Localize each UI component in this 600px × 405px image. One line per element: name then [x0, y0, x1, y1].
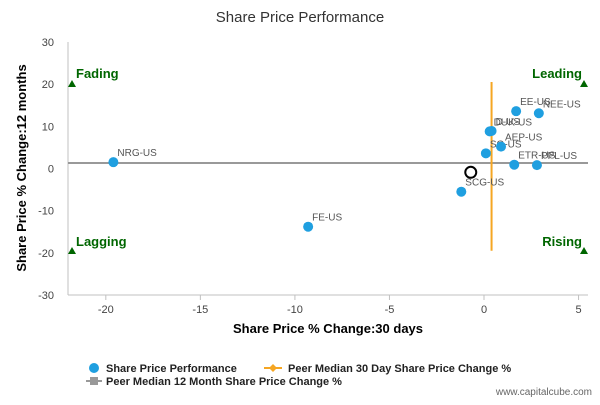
- quadrant-label-bottom-right: Rising: [542, 234, 582, 249]
- quadrant-label-top-right: Leading: [532, 66, 582, 81]
- y-axis-label-group: Share Price % Change:12 months: [14, 64, 29, 271]
- x-tick-label: -10: [287, 304, 303, 316]
- data-point: [496, 141, 507, 152]
- x-tick-label: -20: [98, 304, 114, 316]
- data-point-label: SCG-US: [465, 178, 504, 189]
- data-point: [108, 157, 119, 168]
- data-point: [509, 159, 520, 170]
- legend: Share Price Performance Peer Median 30 Da…: [86, 363, 511, 388]
- y-tick-label: -10: [38, 206, 54, 218]
- axes: [67, 42, 588, 296]
- data-point-label: D-US: [496, 117, 521, 128]
- data-point: [486, 125, 497, 136]
- quadrant-label-top-left: Fading: [76, 66, 119, 81]
- y-tick-label: 30: [42, 37, 54, 49]
- data-point: [533, 108, 544, 119]
- data-point: [511, 106, 522, 117]
- legend-label-12-month: Peer Median 12 Month Share Price Change …: [106, 376, 342, 388]
- data-point-label: EE-US: [520, 97, 551, 108]
- quadrant-marker-icon: [68, 247, 76, 254]
- chart-title: Share Price Performance: [216, 9, 384, 26]
- data-point-label: NRG-US: [117, 148, 157, 159]
- median-lines: [68, 82, 588, 251]
- y-axis-label: Share Price % Change:12 months: [14, 64, 29, 271]
- legend-label-30-day: Peer Median 30 Day Share Price Change %: [288, 363, 511, 375]
- y-tick-label: 20: [42, 79, 54, 91]
- y-tick-label: -20: [38, 248, 54, 260]
- legend-marker-performance: [89, 363, 99, 373]
- data-point: [303, 221, 314, 232]
- data-point-label: NEE-US: [543, 99, 581, 110]
- tick-labels: 30 20 10 0 -10 -20 -30 -20 -15 -10 -5 0 5: [38, 37, 582, 316]
- data-point-label: SO-US: [490, 139, 522, 150]
- x-tick-label: 5: [575, 304, 581, 316]
- data-points: NRG-US FE-US SCG-US SO-US DUK-US AEP-US D-US EE…: [108, 97, 581, 232]
- x-tick-label: -15: [192, 304, 208, 316]
- quadrant-labels: Fading Leading Lagging Rising: [68, 66, 588, 254]
- quadrant-label-bottom-left: Lagging: [76, 234, 127, 249]
- data-point-label: AEP-US: [505, 133, 543, 144]
- quadrant-marker-icon: [68, 80, 76, 87]
- legend-marker-12-month: [90, 377, 98, 385]
- x-axis-label: Share Price % Change:30 days: [233, 321, 423, 336]
- highlighted-company-point: [464, 165, 478, 179]
- quadrant-marker-icon: [580, 247, 588, 254]
- y-tick-label: 10: [42, 121, 54, 133]
- data-point-label: DUK-US: [494, 117, 533, 128]
- data-point-label: FE-US: [312, 213, 342, 224]
- y-tick-label: 0: [48, 164, 54, 176]
- legend-marker-30-day: [269, 364, 277, 372]
- source-credit: www.capitalcube.com: [495, 387, 592, 398]
- data-point-label: ETR-US: [518, 151, 556, 162]
- data-point: [480, 148, 491, 159]
- x-tick-label: -5: [385, 304, 395, 316]
- data-point: [456, 186, 467, 197]
- legend-label-performance: Share Price Performance: [106, 363, 237, 375]
- quadrant-marker-icon: [580, 80, 588, 87]
- x-tick-label: 0: [481, 304, 487, 316]
- data-point-label: PPL-US: [541, 151, 577, 162]
- y-tick-label: -30: [38, 290, 54, 302]
- data-point: [531, 160, 542, 171]
